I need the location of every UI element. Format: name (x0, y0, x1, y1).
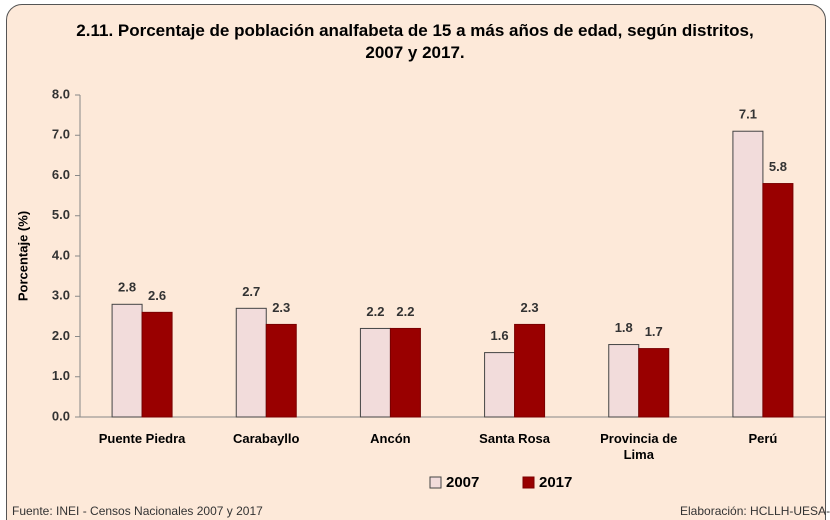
bar (638, 348, 670, 418)
x-tick-label: Puente Piedra (98, 431, 186, 446)
y-tick-label: 0.0 (52, 408, 70, 423)
y-tick-label: 5.0 (52, 207, 70, 222)
bar (484, 352, 516, 418)
bar (608, 344, 640, 418)
data-label: 2.8 (118, 280, 136, 295)
bar (235, 307, 267, 418)
bar (732, 130, 764, 418)
x-tick-label: Provincia de Lima (600, 431, 678, 462)
bar (359, 327, 391, 418)
data-label: 2.3 (272, 300, 290, 315)
x-tick-label: Ancón (370, 431, 411, 446)
data-label: 2.6 (148, 288, 166, 303)
bar (389, 327, 421, 418)
data-label: 2.2 (396, 304, 414, 319)
y-tick-label: 2.0 (52, 328, 70, 343)
y-tick-label: 7.0 (52, 127, 70, 142)
y-tick-label: 1.0 (52, 368, 70, 383)
legend-swatch (429, 476, 442, 489)
bar (762, 183, 794, 418)
y-tick-label: 8.0 (52, 86, 70, 101)
legend-swatch (522, 476, 535, 489)
y-tick-label: 4.0 (52, 247, 70, 262)
y-axis-label: Porcentaje (%) (15, 211, 30, 301)
x-tick-label: Carabayllo (233, 431, 300, 446)
bar (141, 311, 173, 418)
y-tick-label: 6.0 (52, 167, 70, 182)
x-tick-label: Perú (748, 431, 778, 446)
source-note: Fuente: INEI - Censos Nacionales 2007 y … (12, 504, 263, 518)
data-label: 1.8 (615, 320, 633, 335)
bar (514, 323, 546, 418)
data-label: 1.7 (645, 324, 663, 339)
data-label: 1.6 (491, 328, 509, 343)
data-label: 2.2 (366, 304, 384, 319)
legend-label: 2017 (539, 474, 572, 491)
data-label: 2.3 (521, 300, 539, 315)
data-label: 7.1 (739, 107, 757, 122)
x-tick-label: Santa Rosa (479, 431, 550, 446)
data-label: 2.7 (242, 284, 260, 299)
bar (265, 323, 297, 418)
credit-note: Elaboración: HCLLH-UESA- (680, 504, 830, 518)
bar (111, 303, 143, 418)
chart-title: 2.11. Porcentaje de población analfabeta… (76, 21, 754, 62)
y-tick-label: 3.0 (52, 288, 70, 303)
legend-label: 2007 (446, 474, 479, 491)
data-label: 5.8 (769, 159, 787, 174)
chart-frame (6, 4, 826, 520)
